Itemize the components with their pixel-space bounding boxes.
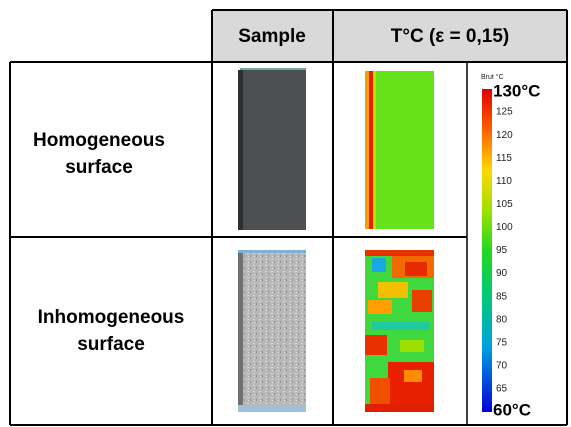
colorbar-tick-label: 65: [496, 384, 508, 395]
sample-photo: [238, 68, 306, 230]
figure: Sample T°C (ε = 0,15) Homogeneous surfac…: [0, 0, 571, 427]
header-temperature: T°C (ε = 0,15): [391, 26, 510, 47]
colorbar-tick-label: 90: [496, 268, 508, 279]
colorbar-caption: Brut °C: [481, 73, 504, 81]
thermal-image: [365, 250, 434, 412]
colorbar-tick-label: 80: [496, 314, 508, 325]
row-label: surface: [65, 157, 133, 178]
colorbar-min: 60°C: [493, 400, 531, 419]
colorbar-tick-label: 105: [496, 199, 513, 210]
row-label: Inhomogeneous: [38, 307, 185, 328]
colorbar-tick-label: 115: [496, 153, 512, 164]
row-label: Homogeneous: [33, 130, 165, 151]
sample-photo: [238, 250, 306, 412]
header-sample: Sample: [238, 26, 306, 47]
thermal-image: [365, 71, 434, 229]
colorbar-tick-label: 85: [496, 291, 508, 302]
colorbar-tick-label: 70: [496, 360, 508, 371]
colorbar-tick-label: 125: [496, 107, 513, 118]
colorbar-tick-label: 120: [496, 130, 513, 141]
colorbar-tick-label: 100: [496, 222, 513, 233]
colorbar: [482, 89, 492, 412]
row-label: surface: [77, 334, 145, 355]
colorbar-tick-label: 75: [496, 337, 508, 348]
colorbar-max: 130°C: [493, 81, 540, 100]
colorbar-tick-label: 95: [496, 245, 508, 256]
colorbar-tick-label: 110: [496, 176, 512, 187]
